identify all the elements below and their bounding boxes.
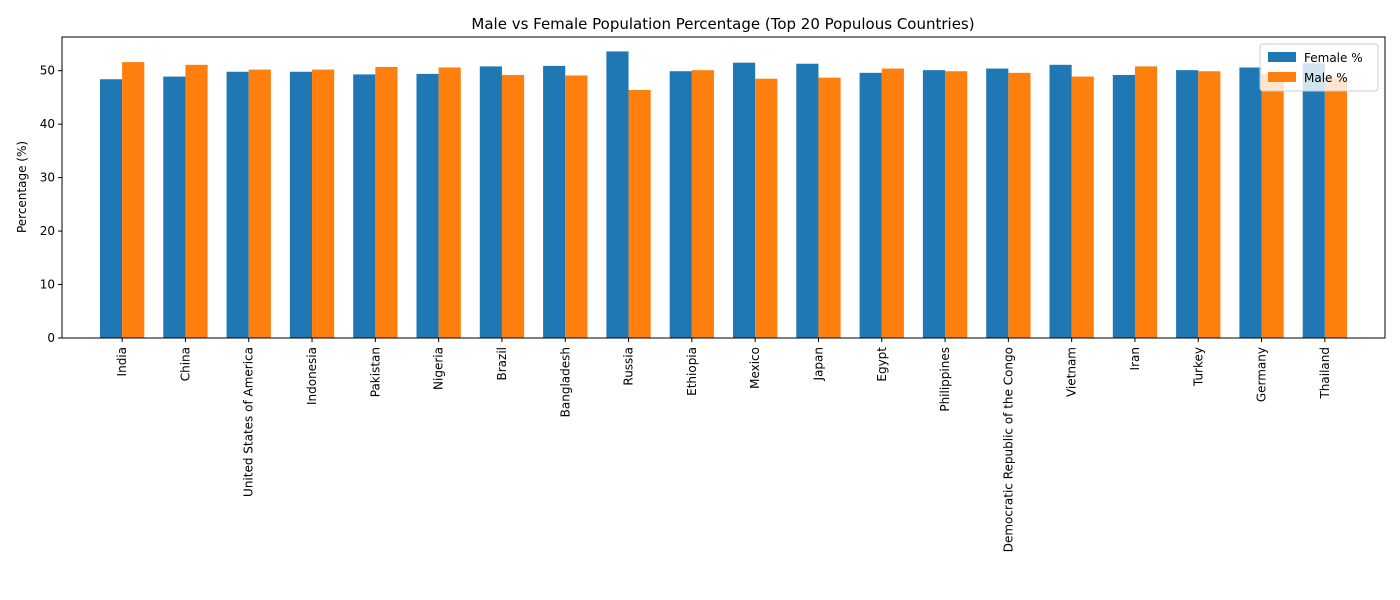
x-tick-label-1: China [178,347,192,381]
bar-male-6 [501,74,525,339]
y-axis-label: Percentage (%) [15,141,29,233]
chart-title: Male vs Female Population Percentage (To… [471,15,974,33]
bar-male-4 [375,66,398,338]
bar-female-13 [922,70,946,339]
x-tick-label-18: Germany [1255,347,1269,402]
x-tick-label-3: Indonesia [305,347,319,405]
bar-female-6 [479,66,502,339]
bar-male-17 [1198,71,1221,338]
bar-male-0 [122,62,145,338]
bar-female-5 [416,73,439,338]
x-tick-label-11: Japan [811,347,825,381]
bar-female-14 [986,68,1009,338]
bar-female-19 [1302,63,1325,338]
legend-label-male: Male % [1304,71,1348,85]
bar-male-13 [945,71,968,338]
bar-male-1 [185,64,208,339]
bar-male-15 [1071,76,1094,338]
bar-male-9 [691,70,715,339]
x-tick-label-14: Democratic Republic of the Congo [1001,347,1015,552]
y-tick-label-4: 40 [40,117,55,131]
bar-male-14 [1008,72,1031,338]
bar-female-4 [353,74,376,339]
bar-female-1 [163,76,186,338]
x-axis-ticks: India China United States of America Indone… [115,338,1332,552]
bar-female-9 [669,71,692,338]
bars-group [99,51,1348,339]
bar-male-19 [1324,78,1348,339]
x-tick-label-17: Turkey [1191,347,1205,387]
bar-male-2 [248,69,271,339]
x-tick-label-4: Pakistan [368,347,382,397]
bar-male-10 [755,78,778,338]
bar-female-0 [99,79,123,339]
bar-male-8 [628,89,651,339]
bar-female-2 [226,71,249,338]
bar-female-8 [606,51,629,338]
y-tick-label-5: 50 [40,64,55,78]
bar-female-3 [289,71,313,338]
bar-male-18 [1261,73,1284,338]
x-tick-label-15: Vietnam [1065,347,1079,397]
x-tick-label-2: United States of America [242,347,256,497]
bar-female-12 [859,72,882,338]
y-axis-ticks: 0 10 20 30 40 50 [40,64,62,345]
y-tick-label-3: 30 [40,171,55,185]
x-tick-label-7: Bangladesh [558,347,572,417]
bar-female-15 [1049,64,1072,339]
legend-swatch-female [1268,52,1296,62]
x-tick-label-19: Thailand [1318,347,1332,400]
legend-swatch-male [1268,72,1296,82]
x-tick-label-9: Ethiopia [685,347,699,396]
y-tick-label-1: 10 [40,278,55,292]
x-tick-label-13: Philippines [938,347,952,412]
y-tick-label-0: 0 [47,331,55,345]
bar-male-5 [438,67,461,338]
bar-female-18 [1239,67,1262,338]
bar-female-7 [543,65,566,339]
y-tick-label-2: 20 [40,224,55,238]
x-tick-label-12: Egypt [875,347,889,382]
plot-frame [61,36,1386,339]
bar-female-10 [733,62,756,338]
bar-female-11 [796,63,819,338]
bar-male-7 [565,75,588,339]
x-tick-label-10: Mexico [748,347,762,389]
x-tick-label-0: India [115,347,129,376]
bar-male-16 [1134,66,1158,339]
x-tick-label-5: Nigeria [432,347,446,390]
x-tick-label-16: Iran [1128,347,1142,370]
x-tick-label-6: Brazil [495,347,509,381]
bar-male-3 [312,69,335,339]
bar-male-11 [818,77,841,338]
legend: Female % Male % [1259,43,1379,92]
legend-label-female: Female % [1304,51,1363,65]
bar-female-16 [1112,74,1135,339]
bar-female-17 [1176,70,1199,339]
bar-male-12 [881,68,904,338]
x-tick-label-8: Russia [622,347,636,386]
